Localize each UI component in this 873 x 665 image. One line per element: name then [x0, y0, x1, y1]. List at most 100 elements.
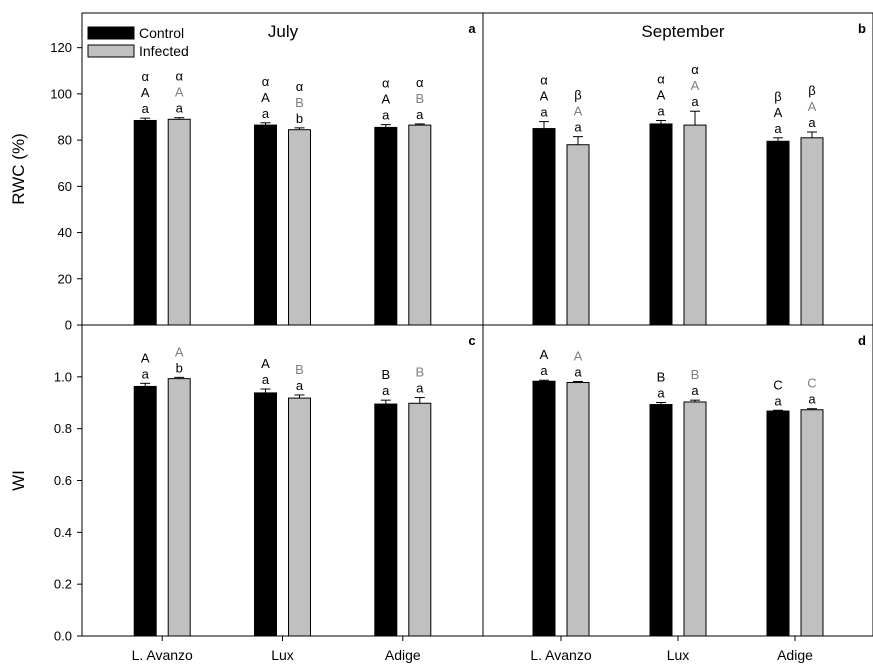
y-tick-label: 0.6 [54, 473, 72, 488]
significance-letter: A [175, 85, 184, 100]
significance-letter: A [808, 99, 817, 114]
infected-bar [288, 129, 311, 326]
control-bar [766, 410, 790, 637]
significance-letter: A [261, 90, 270, 105]
y-tick-label: 120 [50, 40, 72, 55]
y-tick-label: 40 [58, 225, 72, 240]
infected-bar [167, 378, 191, 637]
significance-letter: a [382, 108, 390, 123]
legend-label: Control [139, 25, 184, 41]
significance-letter: α [296, 79, 304, 94]
significance-letter: B [295, 95, 304, 110]
panel-letter: b [858, 21, 866, 36]
significance-letter: a [574, 364, 582, 379]
significance-letter: a [657, 385, 665, 400]
y-tick-label: 80 [58, 133, 72, 148]
infected-bar [167, 118, 191, 326]
infected-bar [683, 124, 707, 326]
significance-letter: A [574, 348, 583, 363]
panel-letter: c [468, 333, 475, 348]
significance-letter: a [774, 393, 782, 408]
significance-letter: α [175, 69, 183, 84]
y-tick-label: 0.2 [54, 577, 72, 592]
infected-bar [566, 382, 590, 637]
y-axis-label: RWC (%) [9, 133, 28, 204]
y-tick-label: 0.8 [54, 421, 72, 436]
infected-bar [683, 401, 707, 637]
significance-letter: C [807, 376, 816, 391]
significance-letter: a [808, 392, 816, 407]
x-category-label: L. Avanzo [530, 647, 591, 663]
y-tick-label: 60 [58, 179, 72, 194]
control-bar [532, 380, 556, 637]
infected-bar [408, 402, 432, 637]
infected-bar [566, 144, 590, 326]
control-bar [766, 140, 790, 326]
significance-letter: a [416, 381, 424, 396]
x-category-label: Lux [271, 647, 294, 663]
infected-bar [800, 409, 824, 637]
significance-letter: a [774, 121, 782, 136]
significance-letter: A [381, 92, 390, 107]
significance-letter: A [540, 89, 549, 104]
significance-letter: b [176, 360, 183, 375]
control-bar [254, 392, 277, 637]
significance-letter: α [540, 73, 548, 88]
legend-swatch-infected [87, 44, 135, 58]
significance-letter: a [262, 372, 270, 387]
significance-letter: α [262, 74, 270, 89]
significance-letter: a [691, 383, 699, 398]
y-tick-label: 0 [65, 318, 72, 333]
y-tick-label: 100 [50, 86, 72, 101]
significance-letter: α [657, 71, 665, 86]
significance-letter: A [774, 105, 783, 120]
significance-letter: A [261, 356, 270, 371]
significance-letter: A [574, 104, 583, 119]
significance-letter: β [574, 88, 581, 103]
significance-letter: a [382, 383, 390, 398]
significance-letter: α [382, 76, 390, 91]
infected-bar [408, 124, 432, 326]
panel-letter: d [858, 333, 866, 348]
significance-letter: B [415, 91, 424, 106]
legend-label: Infected [139, 43, 189, 59]
control-bar [374, 403, 398, 637]
significance-letter: B [691, 367, 700, 382]
significance-letter: B [415, 365, 424, 380]
x-category-label: Adige [385, 647, 421, 663]
x-category-label: L. Avanzo [132, 647, 193, 663]
significance-letter: a [262, 106, 270, 121]
significance-letter: a [574, 120, 582, 135]
significance-letter: b [296, 111, 303, 126]
panel-title: September [641, 22, 724, 41]
significance-letter: a [540, 363, 548, 378]
significance-letter: A [657, 87, 666, 102]
significance-letter: A [141, 350, 150, 365]
significance-letter: a [808, 115, 816, 130]
y-tick-label: 1.0 [54, 369, 72, 384]
control-bar [649, 404, 673, 637]
significance-letter: a [176, 101, 184, 116]
significance-letter: A [691, 78, 700, 93]
significance-letter: A [175, 344, 184, 359]
significance-letter: a [142, 366, 150, 381]
significance-letter: B [657, 369, 666, 384]
significance-letter: a [296, 378, 304, 393]
significance-letter: β [774, 89, 781, 104]
significance-letter: C [773, 377, 782, 392]
infected-bar [800, 137, 824, 326]
significance-letter: B [295, 362, 304, 377]
infected-bar [288, 397, 311, 637]
significance-letter: a [416, 107, 424, 122]
control-bar [649, 123, 673, 326]
control-bar [133, 119, 157, 326]
y-tick-label: 20 [58, 271, 72, 286]
significance-letter: β [808, 83, 815, 98]
control-bar [133, 385, 157, 637]
y-tick-label: 0.0 [54, 629, 72, 644]
control-bar [254, 124, 277, 326]
significance-letter: a [691, 94, 699, 109]
y-tick-label: 0.4 [54, 525, 72, 540]
significance-letter: a [657, 103, 665, 118]
